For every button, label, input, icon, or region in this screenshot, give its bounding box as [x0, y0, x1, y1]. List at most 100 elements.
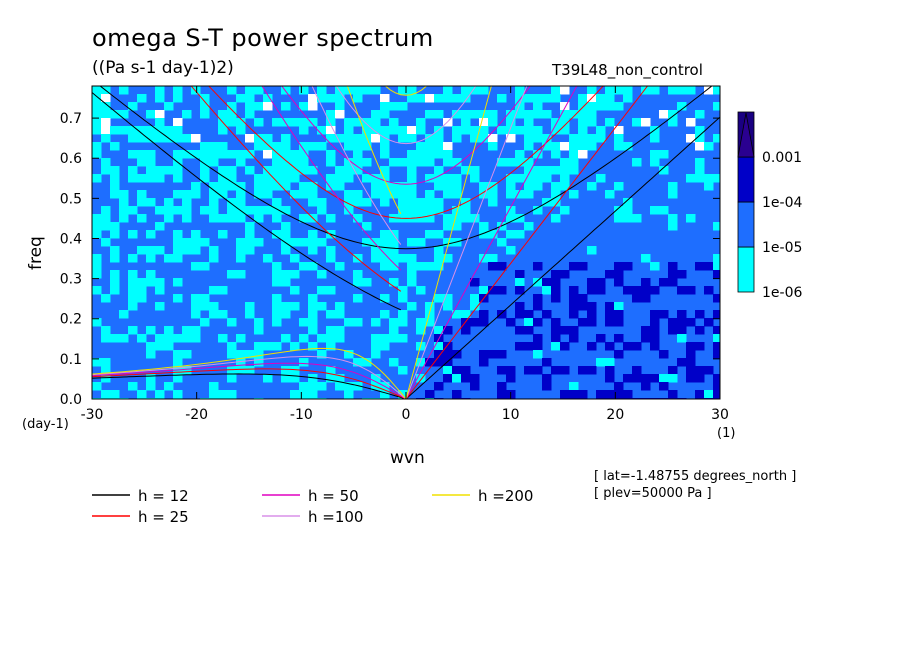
field-cell [443, 158, 453, 167]
field-cell [101, 134, 111, 143]
field-cell [452, 374, 462, 383]
field-cell [236, 126, 246, 135]
field-cell [101, 126, 111, 135]
field-cell [227, 374, 237, 383]
field-cell [614, 334, 624, 343]
field-cell [182, 238, 192, 247]
field-cell [326, 310, 336, 319]
field-cell [191, 238, 201, 247]
field-cell [560, 166, 570, 175]
field-cell [128, 230, 138, 239]
field-cell [380, 334, 390, 343]
field-cell [101, 334, 111, 343]
field-cell [614, 86, 624, 95]
field-cell [650, 150, 660, 159]
field-cell [380, 190, 390, 199]
field-cell [578, 390, 588, 399]
mrg-curve [190, 86, 402, 292]
field-cell [191, 134, 201, 143]
field-cell [326, 342, 336, 351]
field-cell [146, 230, 156, 239]
field-cell [308, 182, 318, 191]
x-tick-label: 30 [711, 407, 729, 423]
field-cell [119, 214, 129, 223]
field-cell [254, 318, 264, 327]
field-cell [371, 246, 381, 255]
field-cell [182, 198, 192, 207]
field-cell [272, 174, 282, 183]
field-cell [146, 326, 156, 335]
field-cell [92, 230, 102, 239]
field-cell [182, 206, 192, 215]
field-cell [425, 302, 435, 311]
field-cell [254, 190, 264, 199]
field-cell [173, 230, 183, 239]
field-cell [92, 126, 102, 135]
field-cell [353, 134, 363, 143]
chart-units: ((Pa s-1 day-1)2) [92, 58, 234, 78]
field-cell [650, 334, 660, 343]
field-cell [641, 86, 651, 95]
field-cell [551, 294, 561, 303]
field-cell [119, 86, 129, 95]
field-cell [173, 246, 183, 255]
field-cell [200, 158, 210, 167]
field-cell [209, 206, 219, 215]
field-cell [587, 278, 597, 287]
field-cell [497, 94, 507, 103]
inertia-gravity-curve [99, 86, 713, 250]
field-cell [92, 262, 102, 271]
field-cell [488, 262, 498, 271]
field-cell [668, 326, 678, 335]
field-cell [317, 198, 327, 207]
y-tick-label: 0.7 [60, 111, 82, 127]
field-cell [380, 294, 390, 303]
field-cell [146, 134, 156, 143]
field-cell [533, 150, 543, 159]
field-cell [191, 302, 201, 311]
kelvin-curve [405, 86, 528, 399]
field-cell [506, 374, 516, 383]
field-cell [335, 174, 345, 183]
field-cell [155, 118, 165, 127]
field-cell [668, 190, 678, 199]
field-cell [218, 390, 228, 399]
field-cell [623, 262, 633, 271]
field-cell [524, 222, 534, 231]
field-cell [506, 206, 516, 215]
field-cell [515, 270, 525, 279]
field-cell [236, 334, 246, 343]
field-cell [515, 302, 525, 311]
field-cell [605, 94, 615, 103]
field-cell [695, 166, 705, 175]
field-cell [425, 358, 435, 367]
field-cell [236, 214, 246, 223]
field-cell [596, 334, 606, 343]
field-cell [155, 86, 165, 95]
field-cell [362, 142, 372, 151]
field-cell [398, 158, 408, 167]
field-cell [254, 238, 264, 247]
field-cell [416, 262, 426, 271]
field-cell [542, 358, 552, 367]
field-cell [560, 206, 570, 215]
field-cell [380, 254, 390, 263]
field-cell [245, 366, 255, 375]
field-cell [479, 310, 489, 319]
field-cell [551, 286, 561, 295]
field-cell [434, 182, 444, 191]
field-cell [155, 246, 165, 255]
field-cell [245, 94, 255, 103]
field-cell [569, 134, 579, 143]
field-cell [407, 134, 417, 143]
field-cell [128, 382, 138, 391]
field-cell [452, 182, 462, 191]
field-cell [641, 294, 651, 303]
field-cell [578, 118, 588, 127]
field-cell [290, 254, 300, 263]
field-cell [578, 126, 588, 135]
field-cell [173, 206, 183, 215]
field-cell [434, 110, 444, 119]
field-cell [245, 86, 255, 95]
field-cell [146, 270, 156, 279]
